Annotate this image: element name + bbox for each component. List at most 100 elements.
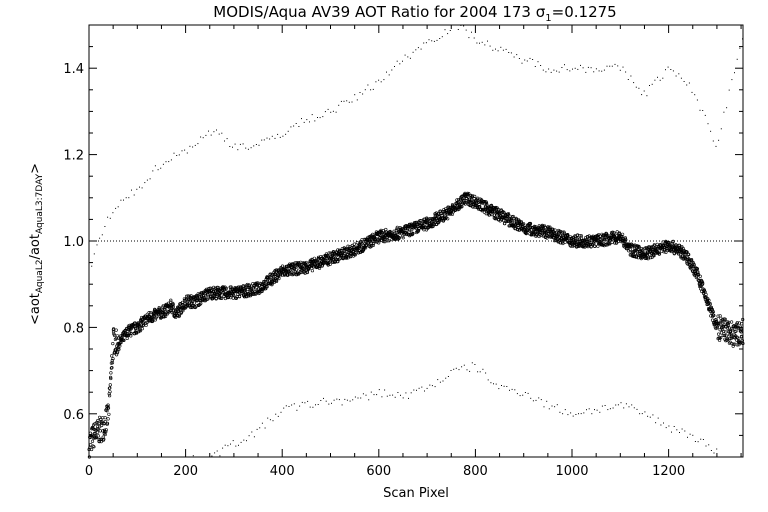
- lower-point: [277, 415, 279, 417]
- lower-point: [556, 404, 558, 406]
- mean-point: [736, 336, 740, 340]
- mean-point: [329, 251, 333, 255]
- lower-point: [447, 376, 449, 377]
- lower-point: [551, 405, 553, 407]
- upper-point: [239, 143, 241, 145]
- mean-point: [135, 326, 139, 330]
- lower-point: [501, 385, 502, 386]
- lower-point: [594, 409, 595, 411]
- lower-point: [485, 372, 487, 374]
- mean-point: [411, 232, 415, 236]
- mean-point: [724, 330, 728, 334]
- lower-point: [365, 394, 367, 396]
- mean-point: [488, 208, 493, 212]
- mean-point: [107, 412, 111, 416]
- mean-point: [687, 253, 691, 257]
- lower-point: [660, 424, 662, 426]
- upper-point: [309, 121, 310, 123]
- lower-point: [639, 413, 641, 415]
- lower-point: [631, 404, 633, 406]
- mean-point: [96, 434, 100, 438]
- chart-title-sigma-sub: 1: [545, 13, 551, 24]
- lower-point: [506, 386, 508, 387]
- mean-point: [340, 251, 344, 255]
- mean-point: [680, 245, 684, 249]
- lower-point: [596, 409, 598, 411]
- mean-point: [727, 329, 731, 334]
- y-axis-label-sub1: AquaL2: [35, 259, 45, 293]
- upper-point: [595, 68, 597, 70]
- upper-point: [386, 71, 387, 73]
- mean-point: [473, 194, 477, 198]
- lower-point: [583, 412, 585, 414]
- mean-point: [110, 366, 114, 370]
- lower-point: [487, 379, 489, 381]
- upper-point: [463, 25, 465, 27]
- mean-point: [395, 225, 399, 229]
- mean-point: [729, 332, 733, 336]
- mean-point: [458, 197, 463, 201]
- mean-point: [247, 283, 251, 288]
- upper-point: [598, 70, 600, 72]
- mean-point: [716, 332, 721, 336]
- lower-point: [586, 409, 587, 411]
- lower-point: [503, 385, 505, 387]
- upper-point: [471, 31, 472, 33]
- upper-point: [117, 206, 119, 208]
- upper-point: [518, 58, 520, 59]
- mean-point: [686, 252, 690, 256]
- mean-point: [692, 263, 697, 267]
- upper-point: [327, 108, 329, 110]
- mean-point: [539, 233, 543, 238]
- mean-point: [138, 329, 143, 333]
- mean-point: [588, 241, 592, 245]
- lower-point: [269, 419, 271, 421]
- upper-point: [210, 134, 212, 136]
- mean-point: [114, 328, 118, 332]
- upper-point: [396, 60, 398, 62]
- mean-point: [370, 244, 374, 248]
- upper-point: [574, 67, 576, 69]
- upper-point: [665, 69, 666, 71]
- mean-point: [176, 309, 181, 314]
- upper-point: [726, 107, 728, 109]
- y-axis-label-close: >: [28, 163, 43, 174]
- upper-point: [319, 117, 321, 119]
- upper-point: [314, 120, 316, 122]
- mean-point: [101, 429, 105, 433]
- mean-point: [358, 242, 362, 246]
- upper-point: [277, 133, 279, 135]
- mean-point: [716, 314, 720, 318]
- mean-point: [432, 223, 436, 227]
- mean-point: [738, 341, 742, 345]
- mean-point: [657, 252, 662, 256]
- mean-point: [256, 283, 260, 287]
- mean-point: [722, 329, 726, 334]
- lower-point: [671, 431, 672, 433]
- upper-point: [194, 144, 196, 146]
- mean-point: [92, 445, 96, 449]
- mean-point: [489, 203, 494, 207]
- mean-point: [516, 225, 520, 230]
- mean-point: [179, 306, 183, 310]
- mean-point: [674, 243, 678, 247]
- lower-point: [620, 402, 622, 404]
- mean-point: [348, 245, 352, 249]
- mean-point: [704, 292, 708, 297]
- mean-point: [106, 417, 110, 421]
- mean-point: [353, 253, 357, 257]
- lower-point: [408, 397, 409, 399]
- mean-point: [137, 329, 141, 333]
- y-axis-label-sub2: AquaL3:7DAY: [35, 173, 45, 234]
- mean-point: [342, 252, 346, 256]
- upper-point: [362, 93, 364, 95]
- upper-point: [149, 178, 151, 180]
- mean-point: [471, 205, 475, 209]
- mean-point: [387, 239, 391, 243]
- upper-point: [699, 109, 701, 111]
- lower-point: [323, 397, 324, 399]
- mean-point: [328, 262, 332, 266]
- lower-point: [554, 406, 556, 408]
- upper-point: [125, 197, 127, 199]
